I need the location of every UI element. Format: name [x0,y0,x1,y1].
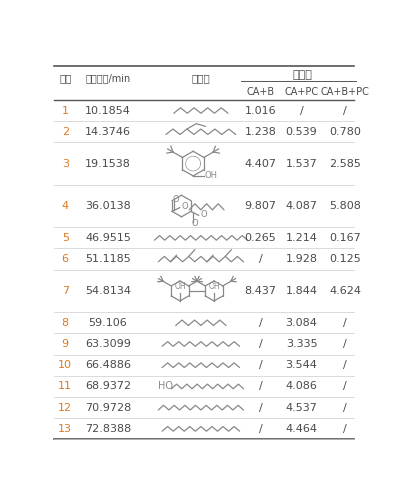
Text: 4.086: 4.086 [286,381,318,391]
Text: /: / [343,381,347,391]
Text: /: / [259,318,262,328]
Text: 72.8388: 72.8388 [85,424,131,434]
Text: 1.016: 1.016 [245,105,276,116]
Text: 3.335: 3.335 [286,339,318,349]
Text: 6: 6 [62,254,69,264]
Text: 8.437: 8.437 [244,286,277,296]
Text: OH: OH [174,282,186,291]
Text: 4.087: 4.087 [286,201,318,211]
Text: 13: 13 [58,424,72,434]
Text: 3.084: 3.084 [286,318,318,328]
Text: 1.928: 1.928 [286,254,318,264]
Text: /: / [343,360,347,370]
Text: 4: 4 [62,201,69,211]
Text: /: / [343,318,347,328]
Text: O: O [173,195,179,204]
Text: 1.238: 1.238 [245,127,277,137]
Text: 4.537: 4.537 [286,403,318,413]
Text: O: O [181,202,188,211]
Text: /: / [343,339,347,349]
Text: CA+B+PC: CA+B+PC [320,87,369,97]
Text: /: / [343,403,347,413]
Text: /: / [343,105,347,116]
Text: CA+B: CA+B [246,87,275,97]
Text: 12: 12 [58,403,72,413]
Text: 3.544: 3.544 [286,360,318,370]
Text: OH: OH [205,172,218,181]
Text: 9.807: 9.807 [244,201,277,211]
Text: 分子式: 分子式 [191,73,210,83]
Text: 1.537: 1.537 [286,159,318,169]
Text: 5: 5 [62,233,69,243]
Text: 54.8134: 54.8134 [85,286,131,296]
Text: 峰面积: 峰面积 [293,70,313,80]
Text: OH: OH [208,282,220,291]
Text: /: / [343,424,347,434]
Text: 10: 10 [58,360,72,370]
Text: 10.1854: 10.1854 [85,105,131,116]
Text: 4.407: 4.407 [244,159,277,169]
Text: 59.106: 59.106 [88,318,127,328]
Text: 2.585: 2.585 [329,159,361,169]
Text: 9: 9 [62,339,69,349]
Text: 8: 8 [62,318,69,328]
Text: 3: 3 [62,159,69,169]
Text: /: / [259,403,262,413]
Text: 68.9372: 68.9372 [85,381,131,391]
Text: 停留时间/min: 停留时间/min [85,73,131,83]
Text: CA+PC: CA+PC [285,87,319,97]
Text: 1.844: 1.844 [286,286,318,296]
Text: /: / [259,360,262,370]
Text: 0.265: 0.265 [245,233,277,243]
Text: /: / [259,381,262,391]
Text: /: / [259,424,262,434]
Text: 0.780: 0.780 [329,127,361,137]
Text: /: / [259,339,262,349]
Text: 2: 2 [62,127,69,137]
Text: 70.9728: 70.9728 [85,403,131,413]
Text: 1: 1 [62,105,69,116]
Text: 4.464: 4.464 [286,424,318,434]
Text: 46.9515: 46.9515 [85,233,131,243]
Text: O: O [200,210,207,219]
Text: 0.125: 0.125 [329,254,361,264]
Text: 0.539: 0.539 [286,127,318,137]
Text: /: / [300,105,304,116]
Text: 编号: 编号 [59,73,72,83]
Text: 19.1538: 19.1538 [85,159,131,169]
Text: 36.0138: 36.0138 [85,201,131,211]
Text: 5.808: 5.808 [329,201,361,211]
Text: /: / [259,254,262,264]
Text: 4.624: 4.624 [329,286,361,296]
Text: 63.3099: 63.3099 [85,339,131,349]
Text: 1.214: 1.214 [286,233,318,243]
Text: 66.4886: 66.4886 [85,360,131,370]
Text: 14.3746: 14.3746 [85,127,131,137]
Text: 7: 7 [62,286,69,296]
Text: 11: 11 [58,381,72,391]
Text: 51.1185: 51.1185 [85,254,131,264]
Text: 0.167: 0.167 [329,233,361,243]
Text: O: O [192,219,198,228]
Text: HO: HO [158,381,173,391]
